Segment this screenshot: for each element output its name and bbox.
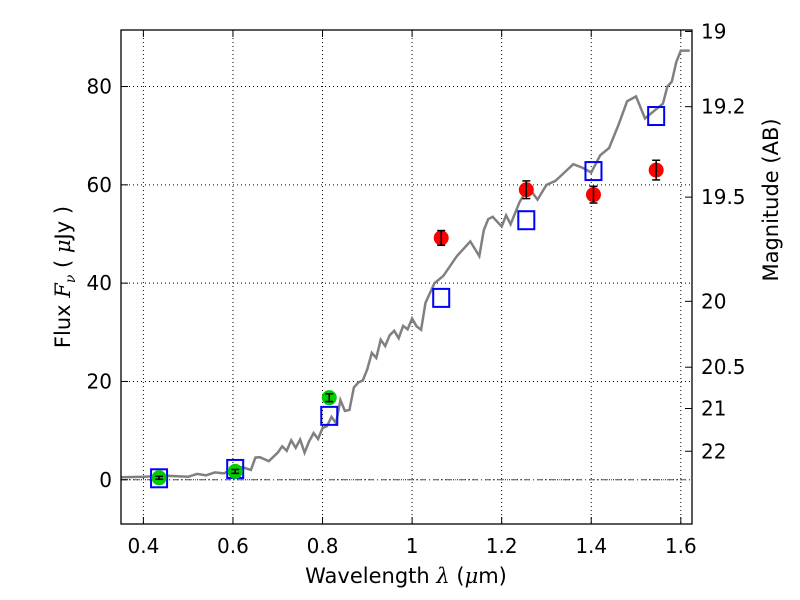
model-photometry-square — [517, 210, 536, 231]
observed-photometry-markers — [151, 159, 664, 486]
plot-frame — [120, 29, 693, 525]
axis-ticks — [121, 30, 692, 524]
x-axis-title: Wavelength λ (μm) — [305, 564, 507, 588]
x-tick-label: 1.4 — [575, 534, 607, 558]
y-tick-label: 60 — [87, 173, 112, 197]
y2-tick-label: 21 — [701, 396, 726, 420]
x-tick-label: 0.4 — [127, 534, 159, 558]
model-photometry-square — [432, 287, 451, 308]
tick-labels: 0.4 0.6 0.8 1 1.2 1.4 1.6 0 20 40 60 80 19 19.2 19.5 20… — [87, 19, 746, 558]
x-tick-label: 1.2 — [486, 534, 518, 558]
y-tick-label: 0 — [99, 468, 112, 492]
plot-background — [121, 30, 692, 524]
y2-tick-label: 20.5 — [701, 355, 746, 379]
model-spectrum-line — [120, 49, 690, 479]
y-axis-title: Flux Fν ( μJy ) — [51, 206, 79, 348]
y2-tick-label: 22 — [701, 439, 726, 463]
model-photometry-square — [320, 405, 339, 426]
x-tick-label: 0.6 — [217, 534, 249, 558]
y-tick-label: 40 — [87, 271, 112, 295]
x-tick-label: 0.8 — [307, 534, 339, 558]
y2-tick-label: 19.5 — [701, 185, 746, 209]
x-tick-label: 1.6 — [665, 534, 697, 558]
y2-axis-title: Magnitude (AB) — [759, 118, 783, 281]
model-photometry-markers — [150, 106, 666, 489]
y2-tick-label: 19 — [701, 19, 726, 43]
y2-tick-label: 20 — [701, 289, 726, 313]
y-tick-label: 20 — [87, 369, 112, 393]
model-photometry-square — [584, 161, 603, 182]
x-tick-label: 1 — [406, 534, 419, 558]
y2-tick-label: 19.2 — [701, 95, 746, 119]
model-photometry-square — [647, 106, 666, 127]
model-photometry-square — [150, 468, 169, 489]
y-tick-label: 80 — [87, 75, 112, 99]
